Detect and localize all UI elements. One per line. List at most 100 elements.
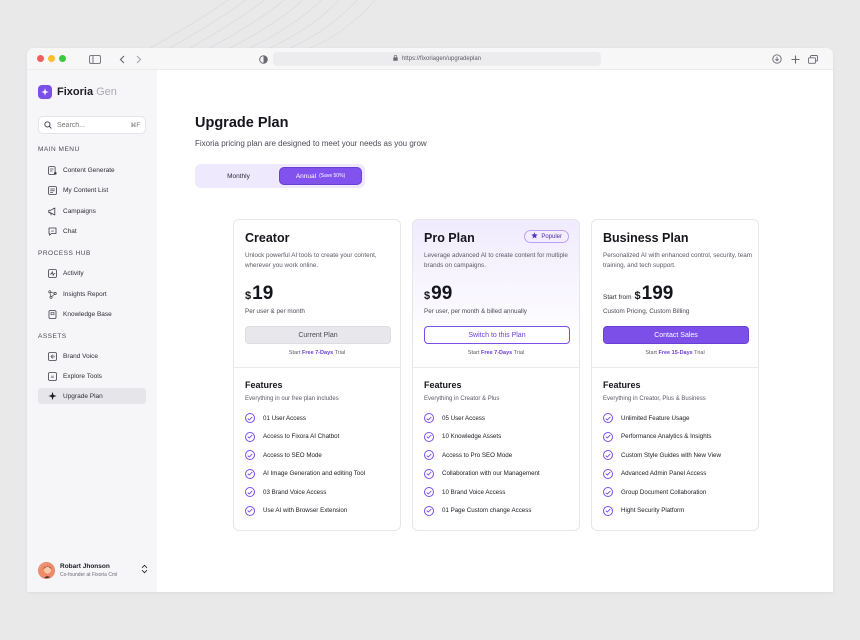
contact-sales-button[interactable]: Contact Sales xyxy=(603,326,749,344)
feature-item: AI Image Generation and editing Tool xyxy=(245,468,365,479)
feature-label: Collaboration with our Management xyxy=(442,470,540,478)
check-circle-icon xyxy=(603,505,613,516)
user-profile[interactable]: Robart Jhonson Co-founder at Fixoria Cml xyxy=(38,560,148,580)
plan-description: Leverage advanced AI to create content f… xyxy=(424,252,568,269)
window-controls xyxy=(37,55,66,62)
page-subtitle: Fixoria pricing plan are designed to mee… xyxy=(195,139,427,148)
feature-item: Advanced Admin Panel Access xyxy=(603,468,721,479)
search-input[interactable] xyxy=(57,121,119,129)
price-amount: 199 xyxy=(641,283,674,304)
check-circle-icon xyxy=(245,487,255,498)
section-process-hub: PROCESS HUB xyxy=(38,250,91,257)
search-shortcut: ⌘F xyxy=(130,122,140,129)
feature-item: Group Document Collaboration xyxy=(603,487,721,498)
plan-name: Business Plan xyxy=(603,231,689,245)
monthly-toggle-button[interactable]: Monthly xyxy=(198,167,279,185)
download-icon[interactable] xyxy=(771,53,783,65)
tab-overview-icon[interactable] xyxy=(807,53,819,65)
feature-item: 03 Brand Voice Access xyxy=(245,487,365,498)
sidebar-item-insights-report[interactable]: Insights Report xyxy=(38,286,146,302)
check-circle-icon xyxy=(424,450,434,461)
check-circle-icon xyxy=(603,468,613,479)
feature-label: Unlimited Feature Usage xyxy=(621,414,690,422)
check-circle-icon xyxy=(424,431,434,442)
sidebar-item-label: Explore Tools xyxy=(63,372,102,380)
browser-toolbar: https://fixoriagen/upgradeplan xyxy=(27,48,833,70)
privacy-shield-icon[interactable] xyxy=(257,53,269,65)
feature-label: 03 Brand Voice Access xyxy=(263,488,327,496)
sidebar-item-upgrade-plan[interactable]: Upgrade Plan xyxy=(38,388,146,404)
user-role: Co-founder at Fixoria Cml xyxy=(60,571,118,578)
price-currency: $ xyxy=(424,290,431,302)
trial-suffix: Trial xyxy=(513,350,525,356)
app-logo[interactable]: Fixoria Gen xyxy=(38,85,117,99)
feature-list: 05 User Access 10 Knowledge Assets Acces… xyxy=(424,413,540,525)
annual-label: Annual xyxy=(295,172,317,180)
feature-item: Access to Pro SEO Mode xyxy=(424,450,540,461)
feature-label: Group Document Collaboration xyxy=(621,488,707,496)
url-text: https://fixoriagen/upgradeplan xyxy=(401,56,482,62)
badge-label: Populer xyxy=(541,233,562,240)
check-circle-icon xyxy=(603,450,613,461)
sparkle-icon xyxy=(48,391,57,401)
feature-label: 10 Knowledge Assets xyxy=(442,433,502,441)
feature-item: 05 User Access xyxy=(424,413,540,423)
feature-item: 10 Knowledge Assets xyxy=(424,431,540,442)
price-currency: $ xyxy=(634,290,641,302)
plan-name: Pro Plan xyxy=(424,231,475,245)
sidebar-item-label: Brand Voice xyxy=(63,352,99,360)
billing-toggle: Monthly Annual (Save 50%) xyxy=(195,164,365,188)
feature-item: Custom Style Guides with New View xyxy=(603,450,721,461)
trial-note: Start Free 7-Days Trial xyxy=(413,350,579,356)
sidebar-item-content-generate[interactable]: Content Generate xyxy=(38,162,146,178)
popular-badge: Populer xyxy=(524,230,569,243)
switch-plan-button[interactable]: Switch to this Plan xyxy=(424,326,570,344)
new-tab-icon[interactable] xyxy=(789,53,801,65)
plan-name: Creator xyxy=(245,231,290,245)
close-window-button[interactable] xyxy=(37,55,44,62)
check-circle-icon xyxy=(245,450,255,461)
maximize-window-button[interactable] xyxy=(59,55,66,62)
plan-price: Start from $ 199 xyxy=(603,283,673,305)
feature-item: 10 Brand Voice Access xyxy=(424,487,540,498)
check-circle-icon xyxy=(424,487,434,498)
plan-price: $ 19 xyxy=(245,283,273,305)
feature-list: 01 User Access Access to Fixora AI Chatb… xyxy=(245,413,365,525)
annual-toggle-button[interactable]: Annual (Save 50%) xyxy=(279,167,362,185)
sidebar-item-knowledge-base[interactable]: Knowledge Base xyxy=(38,306,146,322)
chevron-up-down-icon[interactable] xyxy=(141,561,148,579)
current-plan-button[interactable]: Current Plan xyxy=(245,326,391,344)
feature-label: 10 Brand Voice Access xyxy=(442,488,506,496)
sidebar-item-explore-tools[interactable]: AI Explore Tools xyxy=(38,368,146,384)
sidebar-item-chat[interactable]: AI Chat xyxy=(38,223,146,239)
check-circle-icon xyxy=(245,413,255,423)
sidebar-item-brand-voice[interactable]: Brand Voice xyxy=(38,348,146,364)
main-content: Upgrade Plan Fixoria pricing plan are de… xyxy=(157,70,833,592)
sidebar-item-campaigns[interactable]: Campaigns xyxy=(38,203,146,219)
price-prefix: Start from xyxy=(603,294,632,301)
check-circle-icon xyxy=(245,505,255,516)
sidebar-item-label: Campaigns xyxy=(63,207,96,215)
check-circle-icon xyxy=(245,431,255,442)
address-bar[interactable]: https://fixoriagen/upgradeplan xyxy=(273,52,601,66)
forward-icon[interactable] xyxy=(133,53,145,65)
svg-text:AI: AI xyxy=(51,229,54,233)
logo-name: Fixoria xyxy=(57,86,94,98)
sidebar-item-my-content-list[interactable]: My Content List xyxy=(38,182,146,198)
sidebar-item-activity[interactable]: Activity xyxy=(38,265,146,281)
annual-save-tag: (Save 50%) xyxy=(319,173,346,179)
check-circle-icon xyxy=(424,413,434,423)
check-circle-icon xyxy=(603,487,613,498)
ai-chat-icon: AI xyxy=(48,227,57,236)
back-icon[interactable] xyxy=(116,53,128,65)
plan-card-header: Creator Unlock powerful AI tools to crea… xyxy=(234,220,400,368)
minimize-window-button[interactable] xyxy=(48,55,55,62)
sidebar-toggle-icon[interactable] xyxy=(89,53,101,65)
features-subtitle: Everything in Creator & Plus xyxy=(424,396,500,402)
search-icon xyxy=(44,116,52,134)
search-box[interactable]: ⌘F xyxy=(38,116,146,134)
brand-voice-icon xyxy=(48,351,57,361)
price-note: Per user & per month xyxy=(245,308,305,315)
trial-highlight: Free 15-Days xyxy=(658,350,693,356)
feature-label: Performance Analytics & Insights xyxy=(621,433,712,441)
